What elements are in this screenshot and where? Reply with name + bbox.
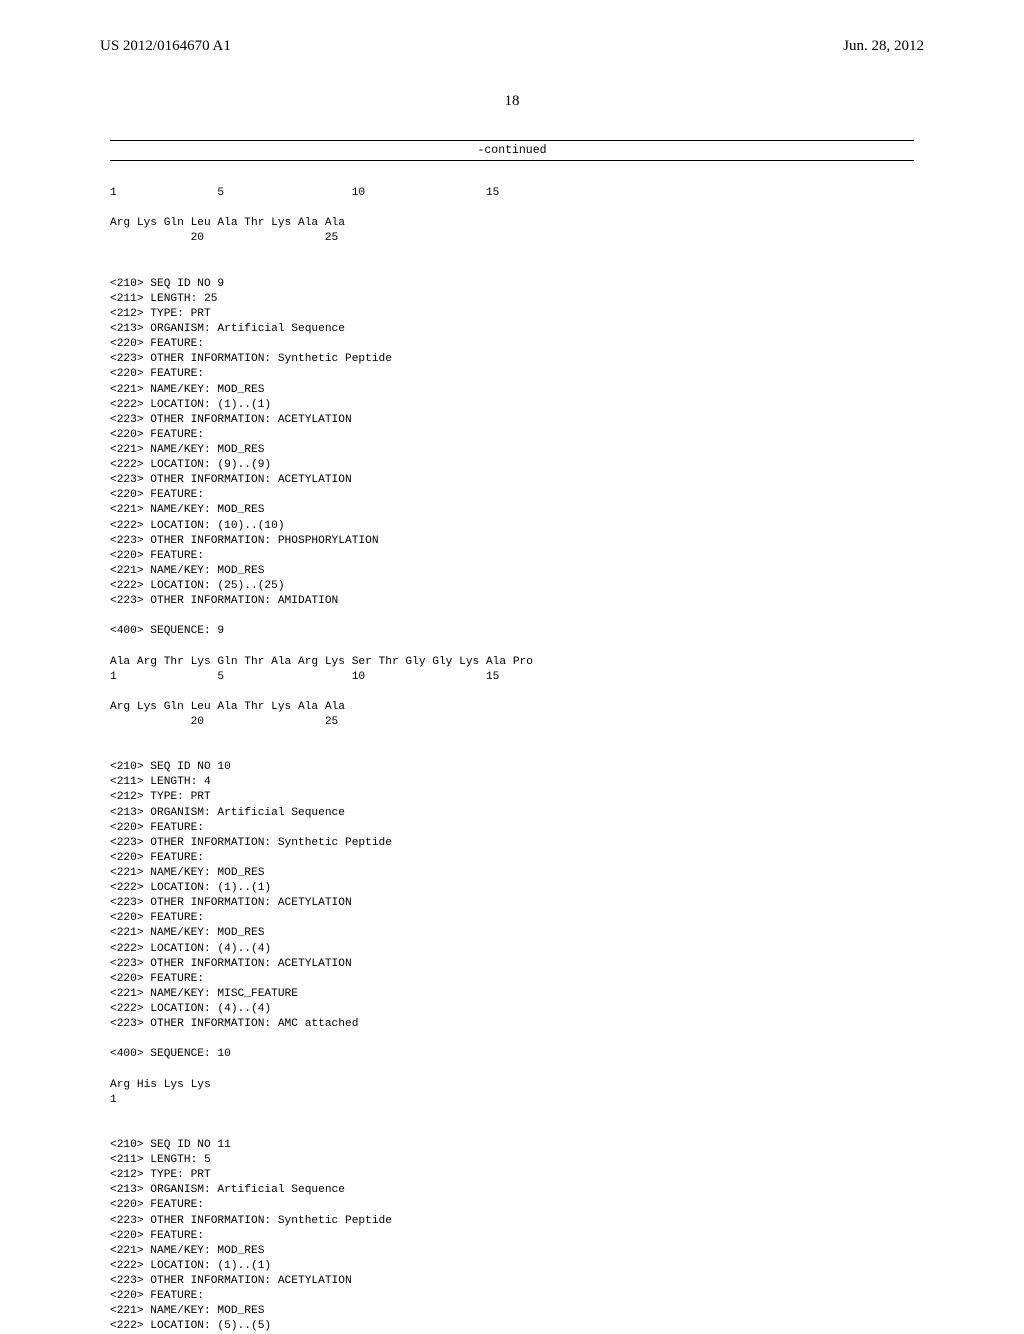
seq-peptide-row: Arg Lys Gln Leu Ala Thr Lys Ala Ala — [110, 701, 345, 713]
seq-tag: <222> LOCATION: (4)..(4) — [110, 943, 271, 955]
seq-position-row: 1 — [110, 1094, 117, 1106]
seq-tag: <211> LENGTH: 5 — [110, 1154, 211, 1166]
page-header: US 2012/0164670 A1 Jun. 28, 2012 — [0, 0, 1024, 63]
seq-tag: <223> OTHER INFORMATION: AMC attached — [110, 1018, 358, 1030]
seq-tag: <220> FEATURE: — [110, 912, 204, 924]
seq-tag: <220> FEATURE: — [110, 429, 204, 441]
sequence-listing: 1 5 10 15 Arg Lys Gln Leu Ala Thr Lys Al… — [0, 171, 1024, 1334]
seq-tag: <221> NAME/KEY: MOD_RES — [110, 1305, 264, 1317]
rule-bottom — [110, 160, 914, 161]
seq-tag: <221> NAME/KEY: MOD_RES — [110, 444, 264, 456]
seq-position-row: 20 25 — [110, 232, 338, 244]
seq-tag: <223> OTHER INFORMATION: ACETYLATION — [110, 958, 352, 970]
seq-peptide-row: Ala Arg Thr Lys Gln Thr Ala Arg Lys Ser … — [110, 656, 533, 668]
seq-tag: <223> OTHER INFORMATION: ACETYLATION — [110, 414, 352, 426]
seq-tag: <222> LOCATION: (1)..(1) — [110, 882, 271, 894]
seq-tag: <211> LENGTH: 4 — [110, 776, 211, 788]
seq-tag: <213> ORGANISM: Artificial Sequence — [110, 323, 345, 335]
seq-peptide-row: Arg His Lys Lys — [110, 1079, 211, 1091]
seq-tag: <221> NAME/KEY: MOD_RES — [110, 1245, 264, 1257]
seq-tag: <220> FEATURE: — [110, 1230, 204, 1242]
seq-tag: <211> LENGTH: 25 — [110, 293, 217, 305]
seq-tag: <221> NAME/KEY: MOD_RES — [110, 867, 264, 879]
seq-tag: <223> OTHER INFORMATION: ACETYLATION — [110, 1275, 352, 1287]
seq-sequence-tag: <400> SEQUENCE: 10 — [110, 1048, 231, 1060]
seq-tag: <222> LOCATION: (4)..(4) — [110, 1003, 271, 1015]
seq-position-row: 1 5 10 15 — [110, 671, 499, 683]
seq-tag: <213> ORGANISM: Artificial Sequence — [110, 1184, 345, 1196]
seq-tag: <223> OTHER INFORMATION: PHOSPHORYLATION — [110, 535, 379, 547]
seq-tag: <220> FEATURE: — [110, 852, 204, 864]
seq-tag: <213> ORGANISM: Artificial Sequence — [110, 807, 345, 819]
seq-tag: <220> FEATURE: — [110, 338, 204, 350]
seq-position-row: 20 25 — [110, 716, 338, 728]
seq-tag: <221> NAME/KEY: MOD_RES — [110, 384, 264, 396]
seq-tag: <222> LOCATION: (9)..(9) — [110, 459, 271, 471]
seq-tag: <222> LOCATION: (1)..(1) — [110, 1260, 271, 1272]
seq-tag: <223> OTHER INFORMATION: ACETYLATION — [110, 474, 352, 486]
seq-tag: <212> TYPE: PRT — [110, 308, 211, 320]
seq-tag: <221> NAME/KEY: MOD_RES — [110, 565, 264, 577]
seq-position-row: 1 5 10 15 — [110, 187, 499, 199]
seq-tag: <220> FEATURE: — [110, 1290, 204, 1302]
seq-tag: <220> FEATURE: — [110, 1199, 204, 1211]
seq-tag: <210> SEQ ID NO 9 — [110, 278, 224, 290]
seq-tag: <222> LOCATION: (1)..(1) — [110, 399, 271, 411]
publication-date: Jun. 28, 2012 — [843, 38, 924, 55]
seq-tag: <220> FEATURE: — [110, 822, 204, 834]
seq-tag: <222> LOCATION: (25)..(25) — [110, 580, 285, 592]
seq-tag: <221> NAME/KEY: MOD_RES — [110, 504, 264, 516]
seq-tag: <221> NAME/KEY: MOD_RES — [110, 927, 264, 939]
seq-tag: <220> FEATURE: — [110, 368, 204, 380]
seq-tag: <220> FEATURE: — [110, 489, 204, 501]
seq-tag: <223> OTHER INFORMATION: Synthetic Pepti… — [110, 837, 392, 849]
seq-tag: <223> OTHER INFORMATION: Synthetic Pepti… — [110, 353, 392, 365]
seq-peptide-row: Arg Lys Gln Leu Ala Thr Lys Ala Ala — [110, 217, 345, 229]
seq-tag: <212> TYPE: PRT — [110, 791, 211, 803]
seq-sequence-tag: <400> SEQUENCE: 9 — [110, 625, 224, 637]
seq-tag: <222> LOCATION: (5)..(5) — [110, 1320, 271, 1332]
continued-label: -continued — [0, 144, 1024, 157]
seq-tag: <221> NAME/KEY: MISC_FEATURE — [110, 988, 298, 1000]
seq-tag: <223> OTHER INFORMATION: Synthetic Pepti… — [110, 1215, 392, 1227]
publication-number: US 2012/0164670 A1 — [100, 38, 231, 55]
seq-tag: <223> OTHER INFORMATION: ACETYLATION — [110, 897, 352, 909]
seq-tag: <220> FEATURE: — [110, 550, 204, 562]
seq-tag: <223> OTHER INFORMATION: AMIDATION — [110, 595, 338, 607]
page-number: 18 — [0, 93, 1024, 110]
rule-top — [110, 140, 914, 141]
seq-tag: <210> SEQ ID NO 11 — [110, 1139, 231, 1151]
seq-tag: <222> LOCATION: (10)..(10) — [110, 520, 285, 532]
seq-tag: <220> FEATURE: — [110, 973, 204, 985]
seq-tag: <212> TYPE: PRT — [110, 1169, 211, 1181]
seq-tag: <210> SEQ ID NO 10 — [110, 761, 231, 773]
